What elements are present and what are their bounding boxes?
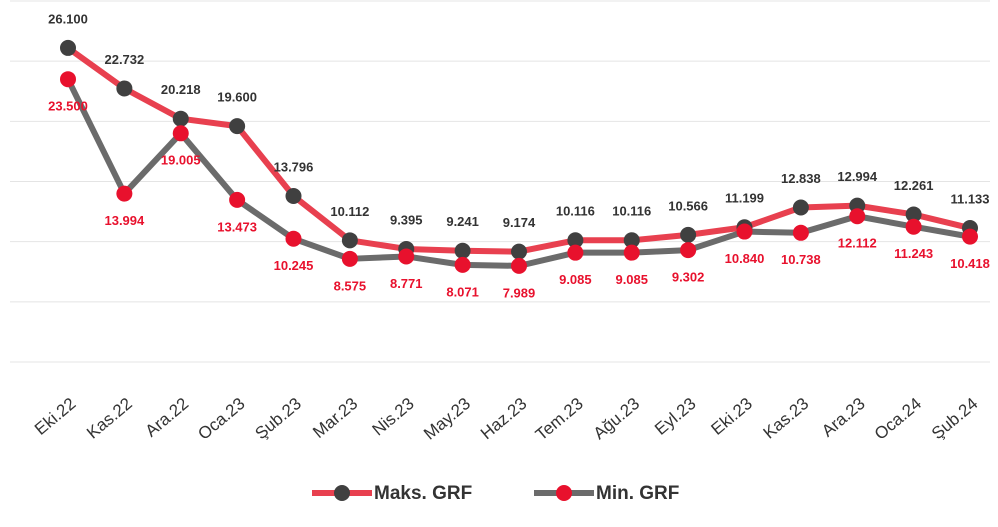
data-label: 8.771 bbox=[390, 276, 423, 291]
data-point bbox=[680, 242, 697, 259]
data-point bbox=[623, 244, 640, 261]
data-label: 22.732 bbox=[104, 52, 144, 67]
legend-label: Min. GRF bbox=[596, 483, 679, 504]
data-point bbox=[341, 250, 358, 267]
data-label: 10.116 bbox=[612, 204, 651, 219]
data-label: 12.838 bbox=[781, 171, 821, 186]
data-label: 11.199 bbox=[725, 191, 764, 206]
data-point bbox=[454, 256, 471, 273]
data-point bbox=[792, 199, 809, 216]
data-point bbox=[511, 243, 527, 260]
x-tick-label: Ağu.23 bbox=[590, 394, 643, 443]
data-label: 19.600 bbox=[217, 90, 257, 105]
data-point bbox=[905, 206, 922, 223]
x-tick-label: Şub.23 bbox=[251, 394, 304, 443]
x-tick-label: Eki.23 bbox=[708, 394, 756, 439]
x-tick-label: May.23 bbox=[420, 394, 474, 444]
data-point bbox=[229, 191, 246, 208]
data-point bbox=[454, 242, 471, 259]
data-point bbox=[567, 244, 584, 261]
data-point bbox=[398, 248, 415, 265]
data-label: 11.133 bbox=[950, 191, 989, 206]
x-tick-label: Eyl.23 bbox=[651, 394, 699, 439]
data-point bbox=[623, 232, 640, 249]
data-label: 10.116 bbox=[556, 204, 595, 219]
data-label: 26.100 bbox=[48, 11, 88, 26]
data-label: 8.071 bbox=[446, 284, 479, 299]
data-label: 9.241 bbox=[446, 214, 479, 229]
x-tick-label: Tem.23 bbox=[532, 394, 587, 444]
data-label: 20.218 bbox=[161, 82, 201, 97]
data-label: 9.085 bbox=[559, 272, 592, 287]
data-point bbox=[905, 218, 922, 235]
data-label: 13.473 bbox=[217, 219, 257, 234]
legend-label: Maks. GRF bbox=[374, 483, 472, 504]
series-line bbox=[65, 77, 971, 269]
data-point bbox=[341, 232, 358, 249]
data-label: 12.112 bbox=[838, 236, 877, 251]
data-point bbox=[962, 228, 978, 245]
x-tick-label: Mar.23 bbox=[309, 394, 361, 442]
data-label: 10.112 bbox=[330, 204, 369, 219]
data-label: 8.575 bbox=[334, 278, 367, 293]
data-label: 13.994 bbox=[104, 213, 145, 228]
x-tick-label: Kas.23 bbox=[760, 394, 813, 443]
data-label: 9.085 bbox=[615, 272, 648, 287]
data-label: 9.395 bbox=[390, 212, 423, 227]
data-label: 10.738 bbox=[781, 252, 821, 267]
data-label: 12.261 bbox=[894, 178, 934, 193]
data-label: 10.840 bbox=[725, 251, 765, 266]
data-point bbox=[172, 110, 189, 127]
data-point bbox=[285, 230, 302, 247]
x-tick-label: Ara.22 bbox=[142, 394, 193, 441]
data-point bbox=[511, 257, 527, 274]
x-tick-label: Oca.24 bbox=[871, 394, 925, 444]
data-label: 23.500 bbox=[48, 99, 88, 114]
data-point bbox=[116, 80, 133, 97]
x-tick-label: Eki.22 bbox=[31, 394, 79, 439]
x-tick-label: Kas.22 bbox=[83, 394, 136, 443]
data-point bbox=[116, 185, 133, 202]
data-point bbox=[60, 71, 76, 88]
data-point bbox=[736, 223, 753, 240]
data-label: 11.243 bbox=[894, 246, 933, 261]
legend-marker bbox=[556, 485, 572, 501]
data-label: 9.174 bbox=[503, 215, 536, 230]
data-point bbox=[849, 208, 866, 225]
data-label: 10.418 bbox=[950, 256, 990, 271]
legend-marker bbox=[334, 485, 350, 501]
data-point bbox=[229, 118, 246, 135]
data-label: 7.989 bbox=[503, 285, 536, 300]
x-tick-label: Şub.24 bbox=[928, 394, 981, 443]
x-tick-label: Nis.23 bbox=[369, 394, 418, 440]
data-point bbox=[172, 125, 189, 142]
x-tick-label: Ara.23 bbox=[818, 394, 869, 441]
data-point bbox=[680, 226, 697, 243]
data-point bbox=[567, 232, 584, 249]
data-point bbox=[60, 39, 76, 56]
data-label: 12.994 bbox=[837, 169, 878, 184]
data-label: 10.566 bbox=[668, 198, 708, 213]
x-tick-label: Oca.23 bbox=[194, 394, 248, 444]
data-point bbox=[285, 187, 302, 204]
data-label: 9.302 bbox=[672, 270, 705, 285]
data-label: 13.796 bbox=[274, 159, 314, 174]
data-point bbox=[792, 224, 809, 241]
data-label: 10.245 bbox=[274, 258, 314, 273]
x-tick-label: Haz.23 bbox=[477, 394, 530, 443]
data-label: 19.005 bbox=[161, 153, 201, 168]
